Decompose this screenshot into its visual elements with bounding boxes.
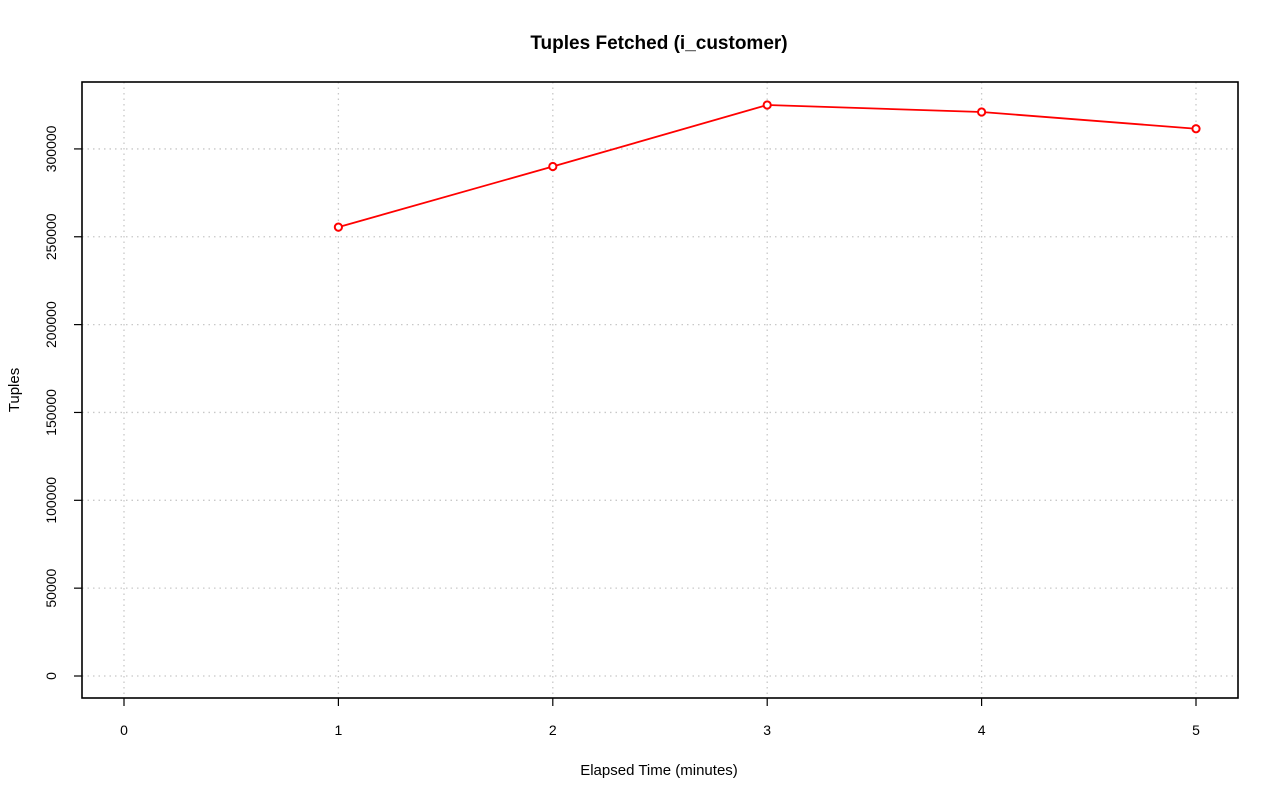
x-tick-label: 0 bbox=[120, 722, 128, 738]
plot-frame bbox=[81, 81, 1239, 699]
data-point bbox=[762, 100, 772, 110]
x-tick-label: 3 bbox=[763, 722, 771, 738]
series-layer bbox=[333, 100, 1201, 232]
y-tick-label: 150000 bbox=[43, 389, 59, 436]
data-point bbox=[977, 107, 987, 117]
y-tick-label: 200000 bbox=[43, 301, 59, 348]
chart-title: Tuples Fetched (i_customer) bbox=[530, 33, 787, 54]
y-tick-label: 100000 bbox=[43, 477, 59, 524]
data-point bbox=[548, 161, 558, 172]
x-tick-label: 2 bbox=[549, 722, 557, 738]
y-tick-label: 250000 bbox=[43, 213, 59, 260]
x-tick-label: 1 bbox=[335, 722, 343, 738]
y-tick-label: 0 bbox=[43, 672, 59, 680]
grid-lines bbox=[82, 82, 1238, 698]
y-axis-label: Tuples bbox=[6, 368, 23, 412]
data-point bbox=[1191, 124, 1201, 134]
x-tick-label: 4 bbox=[978, 722, 986, 738]
data-point bbox=[333, 222, 343, 232]
y-tick-label: 300000 bbox=[43, 125, 59, 172]
x-tick-label: 5 bbox=[1192, 722, 1200, 738]
x-axis: 0 1 2 3 4 5 bbox=[120, 698, 1200, 738]
x-axis-label: Elapsed Time (minutes) bbox=[580, 762, 738, 779]
y-tick-label: 50000 bbox=[43, 568, 59, 607]
y-axis: 0 50000 100000 150000 200000 250000 300000 bbox=[43, 125, 82, 680]
